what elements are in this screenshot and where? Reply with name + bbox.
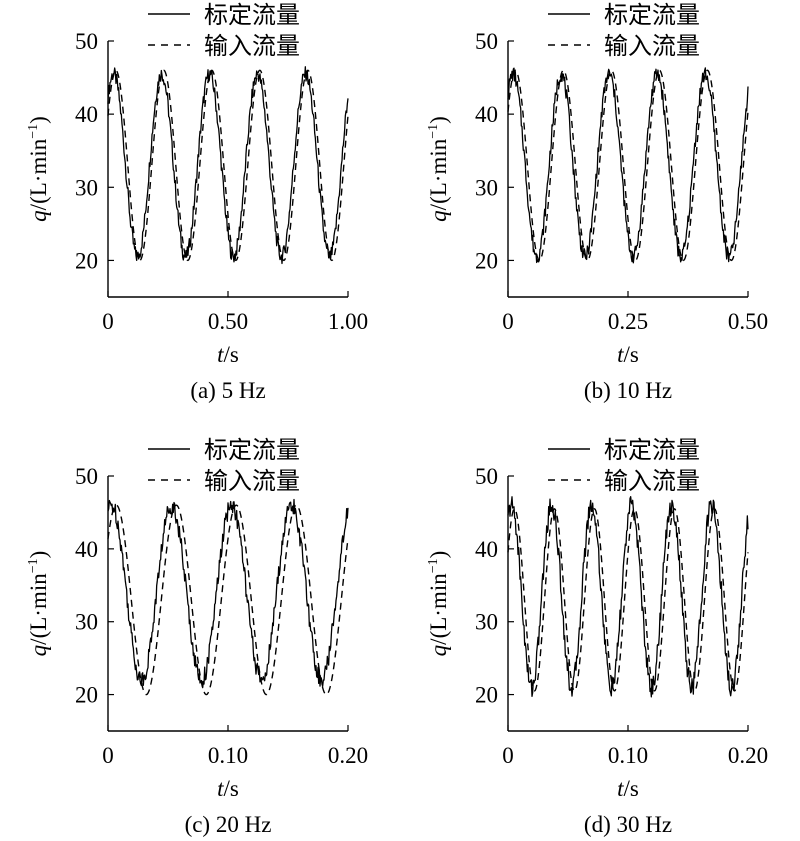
series-line-calibrated-flow [108, 500, 348, 688]
y-tick-label: 30 [75, 175, 98, 200]
y-tick-label: 30 [475, 175, 498, 200]
panel-caption: (d) 30 Hz [584, 812, 672, 837]
legend-label: 输入流量 [604, 467, 700, 495]
panel-caption: (c) 20 Hz [185, 812, 272, 837]
series-line-calibrated-flow [508, 497, 748, 697]
series-line-input-flow [508, 509, 748, 691]
x-tick-label: 0.10 [208, 743, 248, 768]
y-axis-label-symbol: q [426, 210, 451, 222]
y-tick-label: 30 [75, 610, 98, 635]
x-axis-label-unit: /s [224, 776, 239, 801]
x-tick-label: 0 [102, 743, 114, 768]
x-axis-label: t/s [217, 342, 239, 367]
y-tick-label: 50 [75, 464, 98, 489]
x-tick-label: 1.00 [328, 309, 368, 334]
y-tick-label: 40 [475, 537, 498, 562]
x-axis-label-unit: /s [624, 342, 639, 367]
x-tick-label: 0.25 [608, 309, 648, 334]
y-tick-label: 20 [475, 248, 498, 273]
y-tick-label: 30 [475, 610, 498, 635]
legend-label: 标定流量 [604, 436, 700, 464]
x-axis-label-unit: /s [624, 776, 639, 801]
legend-label: 输入流量 [204, 32, 300, 60]
y-axis-label: q/(L·min−1) [426, 116, 451, 222]
y-axis-label-symbol: q [426, 645, 451, 657]
x-axis-label: t/s [217, 776, 239, 801]
legend-label: 标定流量 [204, 1, 300, 29]
y-axis-label-unit: /(L·min [426, 573, 451, 645]
panel-caption: (b) 10 Hz [584, 378, 672, 403]
y-axis-label: q/(L·min−1) [426, 551, 451, 657]
y-tick-label: 20 [75, 683, 98, 708]
x-tick-label: 0.10 [608, 743, 648, 768]
y-axis-label-close: ) [426, 551, 451, 559]
legend-label: 输入流量 [204, 467, 300, 495]
y-axis-label-superscript: −1 [26, 124, 41, 139]
legend-label: 输入流量 [604, 32, 700, 60]
legend-label: 标定流量 [204, 436, 300, 464]
y-axis-label-unit: /(L·min [26, 573, 51, 645]
series-line-input-flow [108, 505, 348, 694]
y-axis-label-close: ) [26, 551, 51, 559]
y-tick-label: 50 [475, 464, 498, 489]
y-tick-label: 20 [475, 683, 498, 708]
panel-caption: (a) 5 Hz [190, 378, 265, 403]
y-axis-label-symbol: q [26, 210, 51, 222]
y-tick-label: 50 [475, 29, 498, 54]
chart-panel-1: 20 30 40 50 0 0.50 1.00 t/s (a) 5 Hz q/(L·min−1) 标… [26, 1, 368, 403]
y-tick-label: 40 [475, 102, 498, 127]
y-axis-label: q/(L·min−1) [26, 116, 51, 222]
series-line-calibrated-flow [108, 67, 348, 264]
chart-panel-3: 20 30 40 50 0 0.10 0.20 t/s (c) 20 Hz q/(L·min−1)… [26, 436, 368, 837]
y-tick-label: 40 [75, 102, 98, 127]
x-tick-label: 0.50 [728, 309, 768, 334]
x-tick-label: 0 [502, 743, 514, 768]
y-axis-label-superscript: −1 [426, 124, 441, 139]
legend-label: 标定流量 [604, 1, 700, 29]
series-line-calibrated-flow [508, 68, 748, 263]
x-axis-label: t/s [617, 342, 639, 367]
y-tick-label: 40 [75, 537, 98, 562]
y-axis-label-unit: /(L·min [26, 138, 51, 210]
y-tick-label: 20 [75, 248, 98, 273]
x-tick-label: 0.20 [728, 743, 768, 768]
x-axis-label-unit: /s [224, 342, 239, 367]
y-tick-label: 50 [75, 29, 98, 54]
x-tick-label: 0.20 [328, 743, 368, 768]
y-axis-label: q/(L·min−1) [26, 551, 51, 657]
y-axis-label-superscript: −1 [426, 558, 441, 573]
x-tick-label: 0 [502, 309, 514, 334]
y-axis-label-unit: /(L·min [426, 138, 451, 210]
y-axis-label-symbol: q [26, 645, 51, 657]
chart-panel-4: 20 30 40 50 0 0.10 0.20 t/s (d) 30 Hz q/(L·min−1)… [426, 436, 768, 837]
x-axis-label: t/s [617, 776, 639, 801]
y-axis-label-close: ) [426, 116, 451, 124]
y-axis-label-close: ) [26, 116, 51, 124]
y-axis-label-superscript: −1 [26, 558, 41, 573]
x-tick-label: 0.50 [208, 309, 248, 334]
x-tick-label: 0 [102, 309, 114, 334]
chart-panel-2: 20 30 40 50 0 0.25 0.50 t/s (b) 10 Hz q/(L·min−1)… [426, 1, 768, 403]
